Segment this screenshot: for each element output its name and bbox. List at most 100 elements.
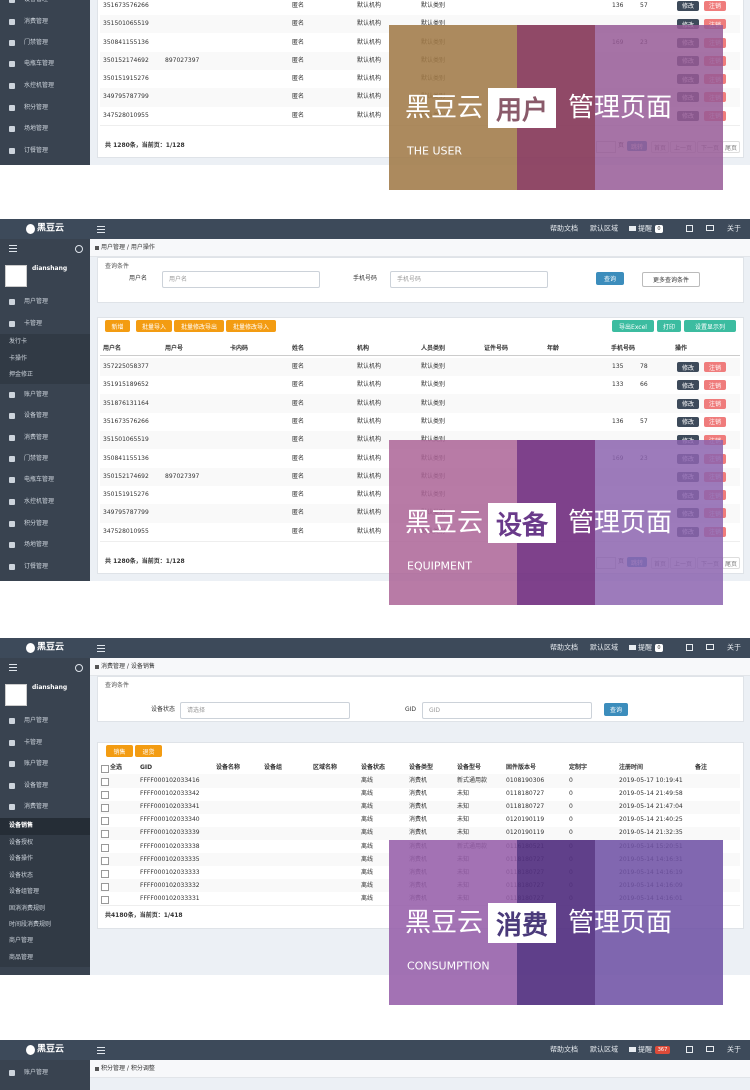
menu-item[interactable]: 电瓶车管理	[24, 60, 55, 67]
edit-button[interactable]: 修改	[677, 362, 699, 372]
menu-item[interactable]: 用户管理	[24, 717, 49, 724]
toolbar-button[interactable]: 批量修改导入	[226, 320, 276, 332]
edit-icon[interactable]	[686, 644, 693, 651]
monitor-icon[interactable]	[706, 644, 714, 650]
menu-item[interactable]: 账户管理	[24, 760, 49, 767]
menu-toggle[interactable]	[9, 245, 17, 252]
nav-link[interactable]: 提醒	[638, 1045, 652, 1054]
badge[interactable]: 0	[655, 225, 663, 233]
monitor-icon[interactable]	[706, 1046, 714, 1052]
breadcrumb[interactable]: 积分管理 / 积分调整	[101, 1065, 155, 1072]
column-header[interactable]: GID	[140, 764, 153, 771]
column-header[interactable]: 设备名称	[216, 764, 241, 771]
toolbar-button[interactable]: 设置显示列	[684, 320, 736, 332]
badge[interactable]: 367	[655, 1046, 670, 1054]
column-header[interactable]: 定制字	[569, 764, 588, 771]
menu-item[interactable]: 订餐管理	[24, 563, 49, 570]
submenu-item[interactable]: 卡操作	[9, 355, 28, 362]
column-header[interactable]: 手机号码	[611, 345, 636, 352]
submenu-item[interactable]: 发行卡	[9, 338, 28, 345]
column-header[interactable]: 设备组	[264, 764, 283, 771]
menu-toggle[interactable]	[97, 645, 105, 652]
row-checkbox[interactable]	[101, 895, 109, 904]
toolbar-button[interactable]: 导出Excel	[612, 320, 654, 332]
column-header[interactable]: 姓名	[292, 345, 305, 352]
column-header[interactable]: 用户名	[103, 345, 122, 352]
menu-item[interactable]: 订餐管理	[24, 147, 49, 154]
edit-icon[interactable]	[686, 225, 693, 232]
toolbar-button[interactable]: 批量修改导出	[174, 320, 224, 332]
filter-input[interactable]: 手机号码	[390, 271, 548, 288]
nav-link[interactable]: 提醒	[638, 224, 652, 233]
nav-link[interactable]: 帮助文档	[550, 224, 578, 233]
column-header[interactable]: 注册时间	[619, 764, 644, 771]
column-header[interactable]: 设备型号	[457, 764, 482, 771]
column-header[interactable]: 固件版本号	[506, 764, 537, 771]
menu-toggle[interactable]	[97, 1047, 105, 1054]
row-checkbox[interactable]	[101, 817, 109, 826]
toolbar-button[interactable]: 销售	[106, 745, 133, 757]
menu-item[interactable]: 消费管理	[24, 18, 49, 25]
menu-item[interactable]: 设备管理	[24, 412, 49, 419]
column-header[interactable]: 机构	[357, 345, 370, 352]
edit-button[interactable]: 修改	[677, 0, 699, 11]
menu-item[interactable]: 场地管理	[24, 541, 49, 548]
toolbar-button[interactable]: 打印	[657, 320, 681, 332]
menu-item[interactable]: 设备管理	[24, 0, 48, 3]
badge[interactable]: 0	[655, 644, 663, 652]
menu-item[interactable]: 门禁管理	[24, 39, 49, 46]
column-header[interactable]: 全选	[110, 764, 123, 771]
edit-button[interactable]: 修改	[677, 416, 699, 427]
submenu-item[interactable]: 固消消费规则	[9, 905, 46, 912]
row-checkbox[interactable]	[101, 804, 109, 813]
search-button[interactable]: 更多查询条件	[642, 272, 700, 287]
delete-button[interactable]: 注销	[704, 416, 726, 427]
nav-link[interactable]: 关于	[727, 224, 741, 233]
filter-input[interactable]: 请选择	[180, 702, 350, 719]
nav-link[interactable]: 帮助文档	[550, 643, 578, 652]
menu-item[interactable]: 积分管理	[24, 520, 49, 527]
search-button[interactable]: 查询	[596, 272, 624, 285]
nav-link[interactable]: 默认区域	[590, 643, 618, 652]
menu-item[interactable]: 设备管理	[24, 782, 49, 789]
breadcrumb[interactable]: 消费管理 / 设备销售	[101, 663, 155, 670]
submenu-item[interactable]: 押金修正	[9, 371, 34, 378]
column-header[interactable]: 设备类型	[409, 764, 434, 771]
menu-item[interactable]: 门禁管理	[24, 455, 49, 462]
nav-link[interactable]: 默认区域	[590, 1045, 618, 1054]
submenu-item[interactable]: 设备操作	[9, 855, 34, 862]
menu-toggle[interactable]	[97, 226, 105, 233]
submenu-item[interactable]: 设备状态	[9, 872, 34, 879]
pager-button[interactable]: 尾页	[722, 557, 740, 569]
row-checkbox[interactable]	[101, 778, 109, 786]
row-checkbox[interactable]	[101, 856, 109, 865]
toolbar-button[interactable]: 退货	[135, 745, 162, 757]
delete-button[interactable]: 注销	[704, 0, 726, 11]
nav-link[interactable]: 帮助文档	[550, 1045, 578, 1054]
column-header[interactable]: 操作	[675, 345, 688, 352]
submenu-item[interactable]: 设备授权	[9, 839, 34, 846]
column-header[interactable]: 证件号码	[484, 345, 509, 352]
menu-item[interactable]: 场地管理	[24, 125, 49, 132]
submenu-item[interactable]: 设备销售	[9, 822, 34, 829]
toolbar-button[interactable]: 批量导入	[136, 320, 172, 332]
submenu-item[interactable]: 设备组管理	[9, 888, 40, 895]
column-header[interactable]: 人员类别	[421, 345, 446, 352]
row-checkbox[interactable]	[101, 869, 109, 878]
column-header[interactable]: 年龄	[547, 345, 560, 352]
filter-input[interactable]: GID	[422, 702, 592, 719]
menu-item[interactable]: 电瓶车管理	[24, 476, 55, 483]
column-header[interactable]: 区域名称	[313, 764, 338, 771]
column-header[interactable]: 用户号	[165, 345, 184, 352]
menu-item[interactable]: 积分管理	[24, 104, 49, 111]
row-checkbox[interactable]	[101, 791, 109, 800]
menu-item[interactable]: 卡管理	[24, 320, 43, 327]
submenu-item[interactable]: 商品管理	[9, 954, 34, 961]
select-all-checkbox[interactable]	[101, 765, 109, 773]
menu-item[interactable]: 账户管理	[24, 391, 49, 398]
breadcrumb[interactable]: 用户管理 / 用户操作	[101, 244, 155, 251]
delete-button[interactable]: 注销	[704, 362, 726, 372]
row-checkbox[interactable]	[101, 830, 109, 839]
menu-item[interactable]: 水控机管理	[24, 82, 55, 89]
edit-button[interactable]: 修改	[677, 380, 699, 391]
